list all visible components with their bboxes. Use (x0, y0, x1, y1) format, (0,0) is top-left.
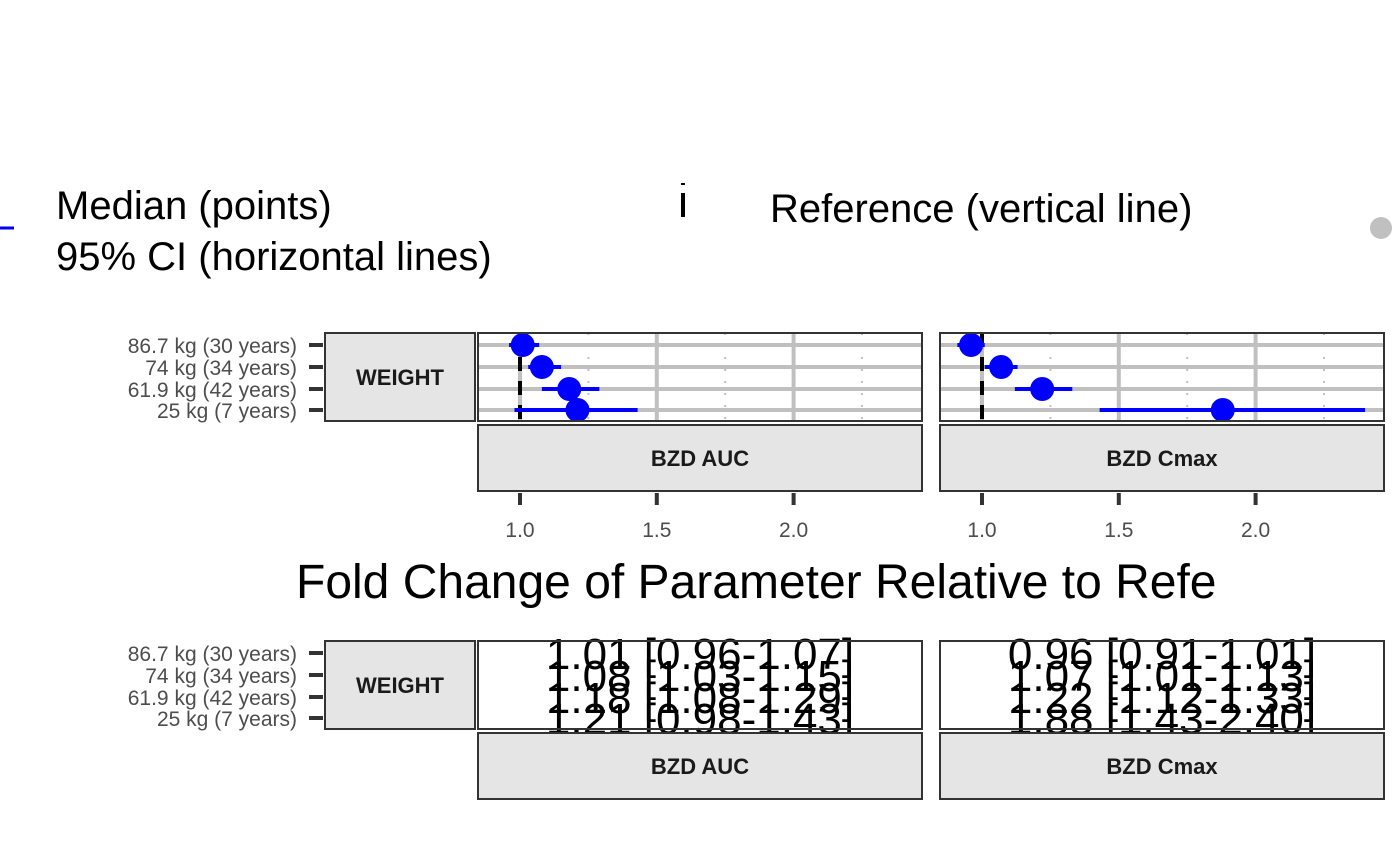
panel-strip (477, 732, 923, 800)
panel-background (478, 333, 922, 421)
table-plot: WEIGHT 86.7 kg (30 years)74 kg (34 years)… (128, 630, 1385, 800)
median-point (510, 333, 535, 357)
y-tick-label: 61.9 kg (42 years) (128, 687, 297, 710)
legend-reference-label: Reference (vertical line) (770, 187, 1192, 231)
x-tick-label: 1.5 (1104, 519, 1133, 542)
estimate-label: 1.01 [0.96-1.07] (546, 630, 854, 679)
panel-strip-label: BZD Cmax (1106, 754, 1218, 779)
row-strip (324, 332, 476, 422)
panel-border (477, 332, 923, 422)
panel-strip-label: BZD AUC (651, 754, 749, 779)
forest-plot: WEIGHT 86.7 kg (30 years)74 kg (34 years)… (128, 332, 1385, 542)
median-point (1210, 398, 1235, 422)
median-point (989, 355, 1014, 379)
y-tick-label: 86.7 kg (30 years) (128, 335, 297, 358)
y-tick-label: 74 kg (34 years) (145, 357, 297, 380)
panel-strip (939, 732, 1385, 800)
panel-background (478, 641, 922, 729)
row-strip-label: WEIGHT (356, 365, 445, 390)
legend-median-label: Median (points) (56, 184, 332, 228)
y-tick-label: 74 kg (34 years) (145, 665, 297, 688)
y-tick-label: 61.9 kg (42 years) (128, 379, 297, 402)
estimate-label: 0.96 [0.91-1.01] (1008, 630, 1316, 679)
median-point (557, 377, 582, 401)
x-tick-label: 1.0 (505, 519, 534, 542)
median-point (959, 333, 984, 357)
panel-border (939, 332, 1385, 422)
panel-1: BZD Cmax 1.0 1.5 2.0 (939, 332, 1385, 542)
legend: Median (points) 95% CI (horizontal lines… (0, 183, 1392, 279)
estimate-label: 1.22 [1.12-1.33] (1008, 674, 1316, 723)
panel-strip (939, 424, 1385, 492)
panel-strip-label: BZD AUC (651, 446, 749, 471)
median-point (565, 398, 590, 422)
panel-0: BZD AUC 1.0 1.5 2.0 (477, 332, 923, 542)
y-tick-label: 86.7 kg (30 years) (128, 643, 297, 666)
row-strip-label: WEIGHT (356, 673, 445, 698)
y-tick-label: 25 kg (7 years) (157, 708, 297, 731)
estimate-label: 1.18 [1.08-1.29] (546, 674, 854, 723)
panel-strip-label: BZD Cmax (1106, 446, 1218, 471)
legend-grey-dot (1370, 217, 1392, 239)
panel-border (939, 640, 1385, 730)
median-point (529, 355, 554, 379)
estimate-label: 1.07 [1.01-1.13] (1008, 652, 1316, 701)
y-tick-label: 25 kg (7 years) (157, 400, 297, 423)
median-point (1030, 377, 1055, 401)
panel-background (940, 641, 1384, 729)
panel-background (940, 333, 1384, 421)
row-strip (324, 640, 476, 730)
estimate-label: 1.08 [1.03-1.15] (546, 652, 854, 701)
x-tick-label: 1.5 (642, 519, 671, 542)
panel-0: 1.01 [0.96-1.07]1.08 [1.03-1.15]1.18 [1.… (477, 630, 923, 800)
panel-strip (477, 424, 923, 492)
panel-border (477, 640, 923, 730)
x-tick-label: 2.0 (779, 519, 808, 542)
x-tick-label: 2.0 (1241, 519, 1270, 542)
x-axis-title: Fold Change of Parameter Relative to Ref… (296, 556, 1216, 609)
legend-ci-label: 95% CI (horizontal lines) (56, 235, 492, 279)
x-tick-label: 1.0 (967, 519, 996, 542)
panel-1: 0.96 [0.91-1.01]1.07 [1.01-1.13]1.22 [1.… (939, 630, 1385, 800)
